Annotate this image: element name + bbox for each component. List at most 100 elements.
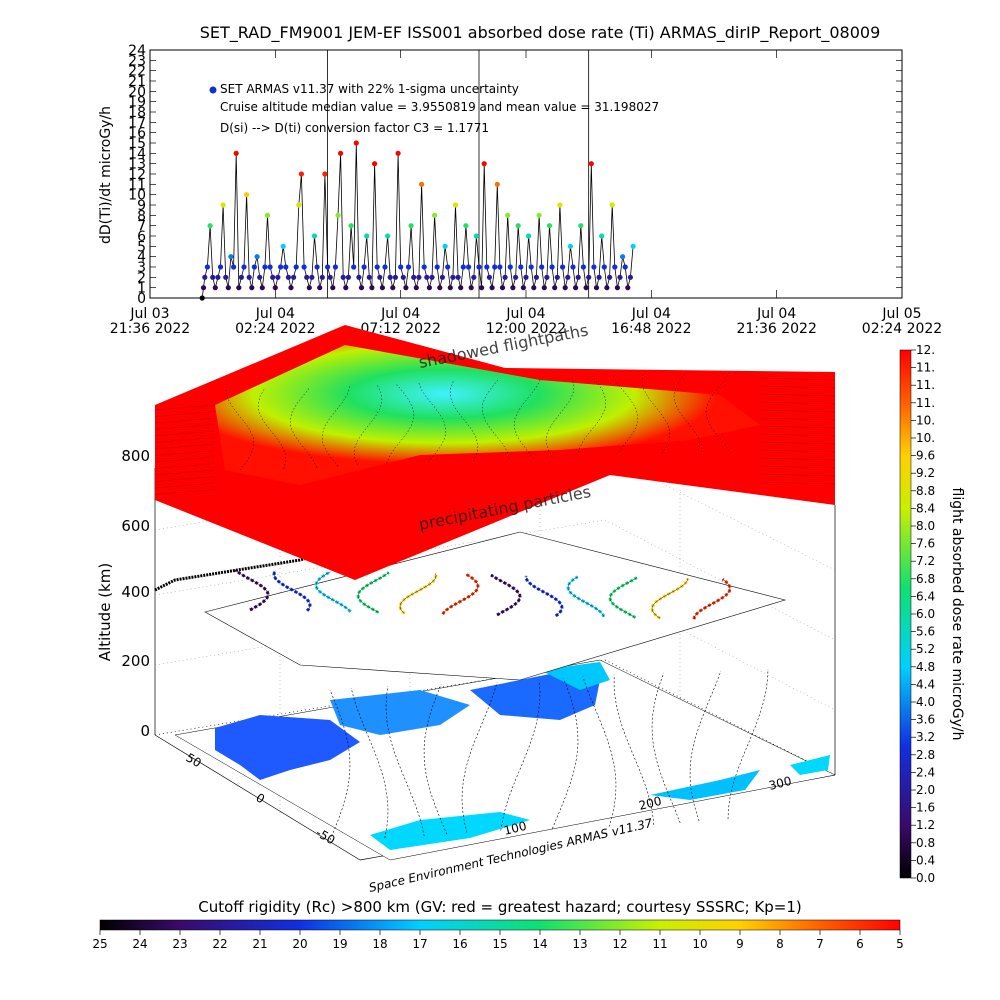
slab-stripe <box>154 424 216 430</box>
rigidity-colorbar-tick-label: 13 <box>572 937 587 951</box>
dose-point <box>473 233 479 239</box>
dose-point <box>630 243 636 249</box>
dose-point <box>609 202 615 208</box>
dose-point <box>264 212 271 218</box>
dose-point <box>565 274 571 280</box>
dose-point <box>486 274 492 280</box>
dose-point <box>212 285 218 291</box>
y-tick-label: 19 <box>128 95 146 111</box>
ground-track <box>689 670 722 822</box>
x-tick-time: 21:36 2022 <box>736 321 816 337</box>
dose-point <box>528 264 534 270</box>
dose-point <box>452 202 459 208</box>
orbit-track-outline <box>567 576 605 617</box>
slab-stripe <box>154 489 216 495</box>
x-tick-time: 12:00 2022 <box>486 321 566 337</box>
dose-point <box>335 212 341 218</box>
dose-point <box>544 274 550 280</box>
dose-point <box>505 212 511 218</box>
y-tick-label: 2 <box>137 270 146 286</box>
ground-track <box>582 676 617 827</box>
dose-point <box>567 243 574 249</box>
dose-point <box>204 264 210 270</box>
dose-point <box>322 171 328 177</box>
lon-tick-300: 300 <box>767 774 793 793</box>
ground-track <box>613 674 655 825</box>
dose-point <box>217 264 224 270</box>
rigidity-colorbar-tick-label: 19 <box>332 937 347 951</box>
dose-point <box>513 274 519 280</box>
dose-point <box>319 274 325 280</box>
plot-title: SET_RAD_FM9001 JEM-EF ISS001 absorbed do… <box>200 23 881 43</box>
dose-point <box>306 285 312 291</box>
dose-point <box>620 254 626 260</box>
dose-point <box>382 264 388 270</box>
dose-point <box>536 212 542 218</box>
dose-point <box>225 285 231 291</box>
dose-point <box>374 264 380 270</box>
dose-point <box>236 285 242 291</box>
dose-point <box>366 274 372 280</box>
dose-point <box>332 264 338 270</box>
y-tick-label: 11 <box>128 177 146 193</box>
lon-tick-100: 100 <box>502 819 528 838</box>
dose-colorbar-tick-label: 6.8 <box>916 572 935 586</box>
rigidity-colorbar-fill <box>99 919 901 931</box>
rigidity-colorbar-tick-label: 21 <box>252 937 267 951</box>
dose-point <box>463 223 469 229</box>
slab-track <box>641 373 670 454</box>
dose-point <box>311 233 318 239</box>
dose-point <box>494 181 500 187</box>
orbit-track-outline <box>315 571 351 612</box>
dose-point <box>280 243 286 249</box>
y-tick-label: 24 <box>128 43 146 59</box>
lon-tick-200: 200 <box>637 794 663 813</box>
y-tick-label: 7 <box>137 219 146 235</box>
dose-point <box>272 285 278 291</box>
dose-point <box>408 223 414 229</box>
slab-track <box>545 377 575 458</box>
dose-colorbar-tick-label: 8.0 <box>916 519 935 533</box>
slab-stripes <box>154 377 836 495</box>
dose-point <box>575 274 581 280</box>
dose-point <box>591 264 597 270</box>
dose-point <box>338 150 344 156</box>
dose-point <box>617 274 623 280</box>
dose-point <box>554 274 560 280</box>
dose-point <box>405 264 412 270</box>
x-tick-date: Jul 04 <box>756 306 796 322</box>
orbit-track-outline <box>442 573 479 615</box>
slab-stripe <box>759 481 836 485</box>
slab-stripe <box>759 433 836 437</box>
dose-point <box>231 264 237 270</box>
dose-colorbar-tick-label: 8.8 <box>916 484 935 498</box>
slab-stripe <box>759 457 836 461</box>
rigidity-colorbar-tick-label: 23 <box>172 937 187 951</box>
x-tick-time: 07:12 2022 <box>360 321 440 337</box>
slab-stripe <box>759 377 836 381</box>
orbit-track-outline <box>273 570 311 611</box>
dose-colorbar-tick-label: 10. <box>916 431 935 445</box>
dose-colorbar-tick-label: 1.2 <box>916 818 935 832</box>
dose-colorbar-tick-label: 11. <box>916 361 935 375</box>
dose-point <box>541 285 547 291</box>
dose-point <box>330 285 336 291</box>
orbit-track-outline <box>651 578 689 619</box>
slab-stripe <box>154 463 216 469</box>
slab-track <box>481 379 511 460</box>
rigidity-colorbar-tick-label: 9 <box>736 937 744 951</box>
dose-colorbar-tick-label: 11. <box>916 378 935 392</box>
dose-point <box>476 264 482 270</box>
x-tick-date: Jul 05 <box>881 306 921 322</box>
dose-point <box>596 274 602 280</box>
dose-point <box>426 285 432 291</box>
rigidity-colorbar-tick-label: 8 <box>776 937 784 951</box>
slab-stripe <box>759 441 836 445</box>
slab-flightpaths <box>225 370 731 471</box>
x-tick-date: Jul 04 <box>631 306 671 322</box>
dose-colorbar-tick-label: 3.6 <box>916 713 935 727</box>
dose-point <box>450 274 456 280</box>
dose-point <box>385 233 391 239</box>
dose-colorbar-tick-label: 7.2 <box>916 554 935 568</box>
